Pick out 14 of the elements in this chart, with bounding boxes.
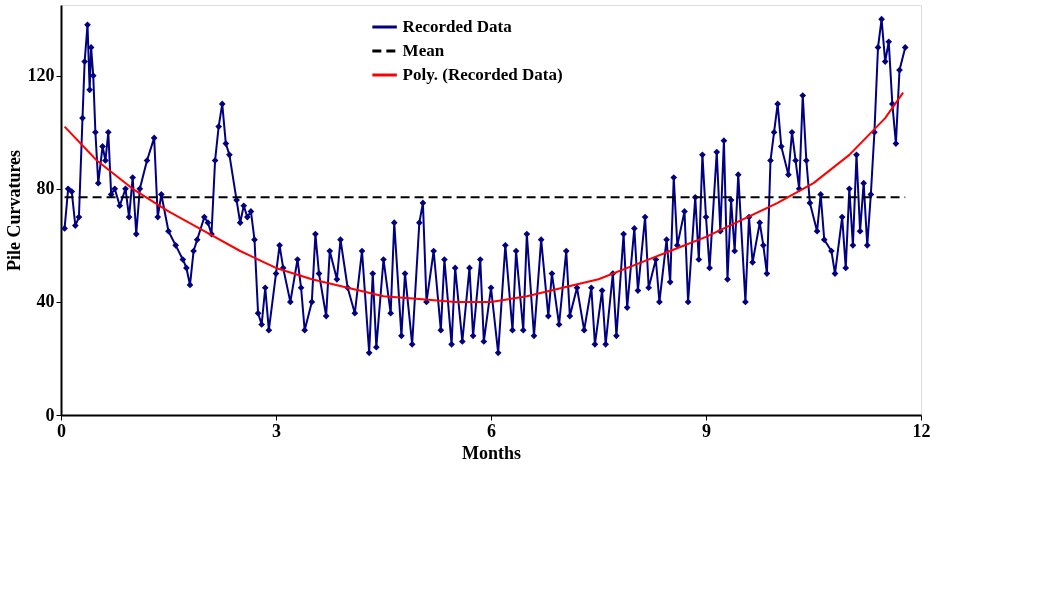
y-tick-label: 80 <box>36 178 55 199</box>
x-tick-label: 12 <box>912 420 931 441</box>
x-tick-label: 9 <box>702 420 711 441</box>
y-tick-label: 120 <box>27 65 55 86</box>
x-tick-label: 6 <box>487 420 496 441</box>
x-tick-label: 3 <box>272 420 281 441</box>
legend-label: Poly. (Recorded Data) <box>402 65 563 84</box>
y-tick-label: 40 <box>36 291 55 312</box>
line-series <box>63 91 905 303</box>
legend-label: Mean <box>402 41 445 60</box>
x-axis-title: Months <box>461 442 522 463</box>
legend-label: Recorded Data <box>402 17 513 36</box>
y-tick-label: 0 <box>45 404 55 425</box>
y-axis-title: Pile Curvatures <box>3 149 24 272</box>
